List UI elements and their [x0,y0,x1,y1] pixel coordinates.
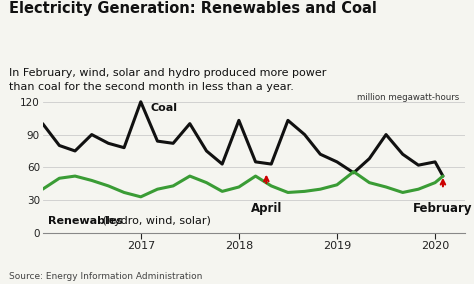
Text: Electricity Generation: Renewables and Coal: Electricity Generation: Renewables and C… [9,1,377,16]
Text: Renewables: Renewables [47,216,122,226]
Text: April: April [251,202,282,215]
Text: Source: Energy Information Administration: Source: Energy Information Administratio… [9,272,203,281]
Text: (hydro, wind, solar): (hydro, wind, solar) [99,216,210,226]
Text: million megawatt-hours: million megawatt-hours [357,93,460,102]
Text: Coal: Coal [151,103,178,113]
Text: In February, wind, solar and hydro produced more power
than coal for the second : In February, wind, solar and hydro produ… [9,68,327,92]
Text: February: February [413,202,473,215]
Text: Renewables (hydro, wind, solar): Renewables (hydro, wind, solar) [47,216,226,226]
